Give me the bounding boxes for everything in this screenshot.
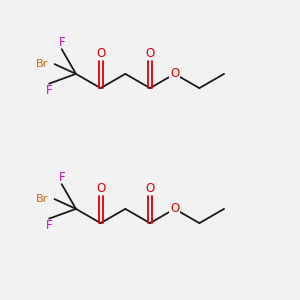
Text: O: O [146,47,154,60]
Text: O: O [96,182,105,195]
Text: Br: Br [36,194,48,204]
Text: F: F [58,36,65,49]
Text: O: O [170,68,179,80]
Text: F: F [46,219,52,232]
Text: F: F [46,84,52,97]
Text: O: O [146,182,154,195]
Text: Br: Br [36,59,48,69]
Text: O: O [96,47,105,60]
Text: O: O [170,202,179,215]
Text: F: F [58,171,65,184]
